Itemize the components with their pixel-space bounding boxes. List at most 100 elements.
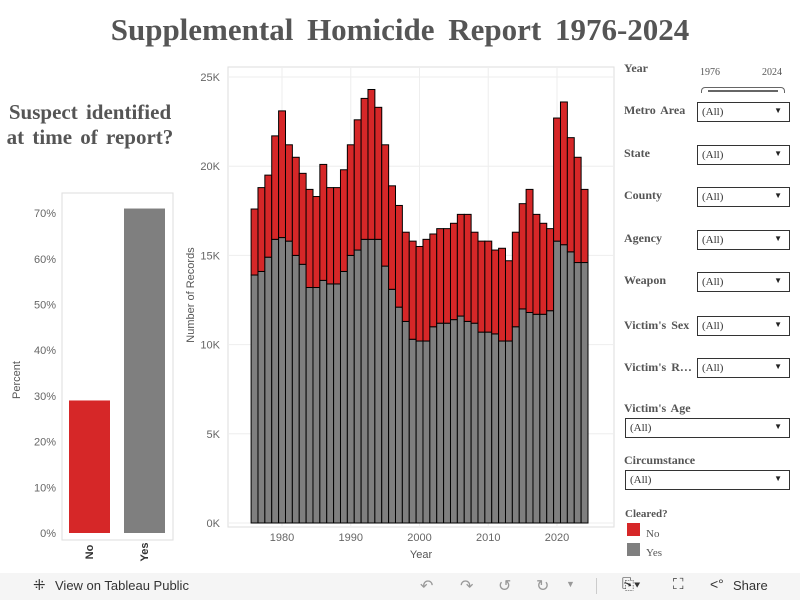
bar-no-2015[interactable] [518,203,527,310]
bar-no-1981[interactable] [284,144,293,242]
bar-no-1988[interactable] [333,187,342,285]
bar-yes-1987[interactable] [326,283,335,524]
bar-no-2016[interactable] [525,188,534,313]
filter-dropdown[interactable]: (All) ▼ [697,187,790,207]
bar-yes-1981[interactable] [284,240,293,524]
bar-yes-1990[interactable] [346,254,355,524]
bar-no-2019[interactable] [546,228,555,312]
bar-no-1997[interactable] [394,204,403,308]
bar-no-2012[interactable] [498,247,507,342]
bar-no-1995[interactable] [381,144,390,267]
bar-yes-1997[interactable] [394,306,403,524]
filter-dropdown[interactable]: (All) ▼ [697,230,790,250]
bar-no-2022[interactable] [566,137,575,253]
bar-no-2020[interactable] [553,117,561,242]
bar-no-1976[interactable] [250,208,259,276]
bar-no-2001[interactable] [422,238,431,342]
bar-yes-1996[interactable] [388,288,397,524]
bar-yes-2009[interactable] [477,331,486,524]
bar-no-1993[interactable] [367,88,376,240]
bar-no-2024[interactable] [580,188,589,264]
filter-dropdown[interactable]: (All) ▼ [697,316,790,336]
bar-no-1989[interactable] [339,169,348,272]
filter-dropdown[interactable]: (All) ▼ [697,145,790,165]
bar-yes-2017[interactable] [532,313,541,524]
bar-no-1994[interactable] [374,106,383,240]
bar-yes-2020[interactable] [553,240,561,524]
bar-yes-2014[interactable] [511,326,520,524]
bar-no-2011[interactable] [491,249,500,335]
bar-yes-2008[interactable] [470,322,479,524]
bar-yes-1995[interactable] [381,265,390,524]
bar-yes-2018[interactable] [539,313,548,524]
download-icon[interactable]: ⎘▾ [622,576,641,593]
bar-yes-1994[interactable] [374,238,383,524]
bar-yes-2024[interactable] [580,262,589,524]
bar-yes-2016[interactable] [525,311,534,524]
bar-no-1984[interactable] [305,188,314,289]
bar-yes-2015[interactable] [518,308,527,524]
filter-dropdown[interactable]: (All) ▼ [697,358,790,378]
bar-no-2000[interactable] [415,245,424,342]
bar-yes-1983[interactable] [298,263,307,524]
bar-no-1991[interactable] [353,119,362,251]
bar-no-1980[interactable] [278,110,287,239]
bar-yes-2021[interactable] [559,244,568,524]
revert-icon[interactable]: ↺ [498,578,512,595]
bar-yes-1985[interactable] [312,287,321,524]
bar-no-2014[interactable] [511,231,520,328]
filter-dropdown[interactable]: (All) ▼ [625,470,790,490]
bar-no-2023[interactable] [573,156,582,264]
bar-yes-2004[interactable] [443,322,452,524]
bar-yes-2013[interactable] [504,340,513,524]
bar-yes-2001[interactable] [422,340,431,524]
bar-yes[interactable] [124,208,165,533]
bar-no-2009[interactable] [477,240,486,333]
bar-yes-1991[interactable] [353,249,362,524]
bar-yes-1978[interactable] [264,256,273,524]
bar-no-1982[interactable] [291,156,300,256]
refresh-dropdown-icon[interactable]: ▼ [566,579,575,589]
bar-yes-2003[interactable] [436,322,445,524]
bar-no-2018[interactable] [539,222,548,315]
bar-yes-2019[interactable] [546,310,555,524]
bar-yes-1977[interactable] [257,270,266,524]
bar-yes-2002[interactable] [429,326,438,524]
bar-yes-1979[interactable] [271,238,280,524]
filter-dropdown[interactable]: (All) ▼ [625,418,790,438]
bar-no-2002[interactable] [429,233,438,328]
refresh-icon[interactable]: ↻ [536,578,550,595]
bar-no-2007[interactable] [463,213,472,322]
share-icon[interactable]: <° [710,576,724,592]
bar-yes-1989[interactable] [339,270,348,524]
bar-no-2017[interactable] [532,213,541,315]
bar-yes-1980[interactable] [278,237,287,524]
bar-no-2004[interactable] [443,228,452,324]
bar-yes-1992[interactable] [360,238,369,524]
bar-no-1998[interactable] [401,231,410,322]
bar-no-2021[interactable] [559,101,568,246]
share-button[interactable]: Share [733,578,768,593]
bar-yes-2023[interactable] [573,262,582,524]
bar-yes-1993[interactable] [367,238,376,524]
bar-yes-2000[interactable] [415,340,424,524]
bar-no-1990[interactable] [346,144,355,256]
bar-yes-2005[interactable] [449,319,458,524]
bar-yes-1984[interactable] [305,287,314,524]
fullscreen-icon[interactable]: ⛶ [673,576,684,593]
bar-yes-2022[interactable] [566,251,575,524]
bar-no-2010[interactable] [484,240,493,333]
bar-yes-1986[interactable] [319,279,328,524]
bar-yes-1988[interactable] [333,283,342,524]
bar-yes-2006[interactable] [456,315,465,524]
filter-dropdown[interactable]: (All) ▼ [697,102,790,122]
year-range-slider[interactable] [701,87,785,93]
bar-yes-2012[interactable] [498,340,507,524]
bar-no-2006[interactable] [456,213,465,317]
bar-yes-1982[interactable] [291,254,300,524]
bar-no[interactable] [69,400,110,533]
bar-no-1979[interactable] [271,135,280,240]
bar-no-1977[interactable] [257,187,266,272]
bar-no-1985[interactable] [312,196,321,289]
bar-no-2005[interactable] [449,222,458,321]
